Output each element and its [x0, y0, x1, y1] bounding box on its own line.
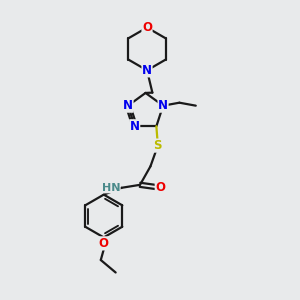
- Text: N: N: [130, 120, 140, 133]
- Text: O: O: [142, 21, 152, 34]
- Text: S: S: [154, 139, 162, 152]
- Text: N: N: [158, 99, 168, 112]
- Text: N: N: [142, 64, 152, 77]
- Text: O: O: [99, 237, 109, 250]
- Text: HN: HN: [102, 183, 120, 193]
- Text: N: N: [123, 99, 133, 112]
- Text: O: O: [155, 181, 165, 194]
